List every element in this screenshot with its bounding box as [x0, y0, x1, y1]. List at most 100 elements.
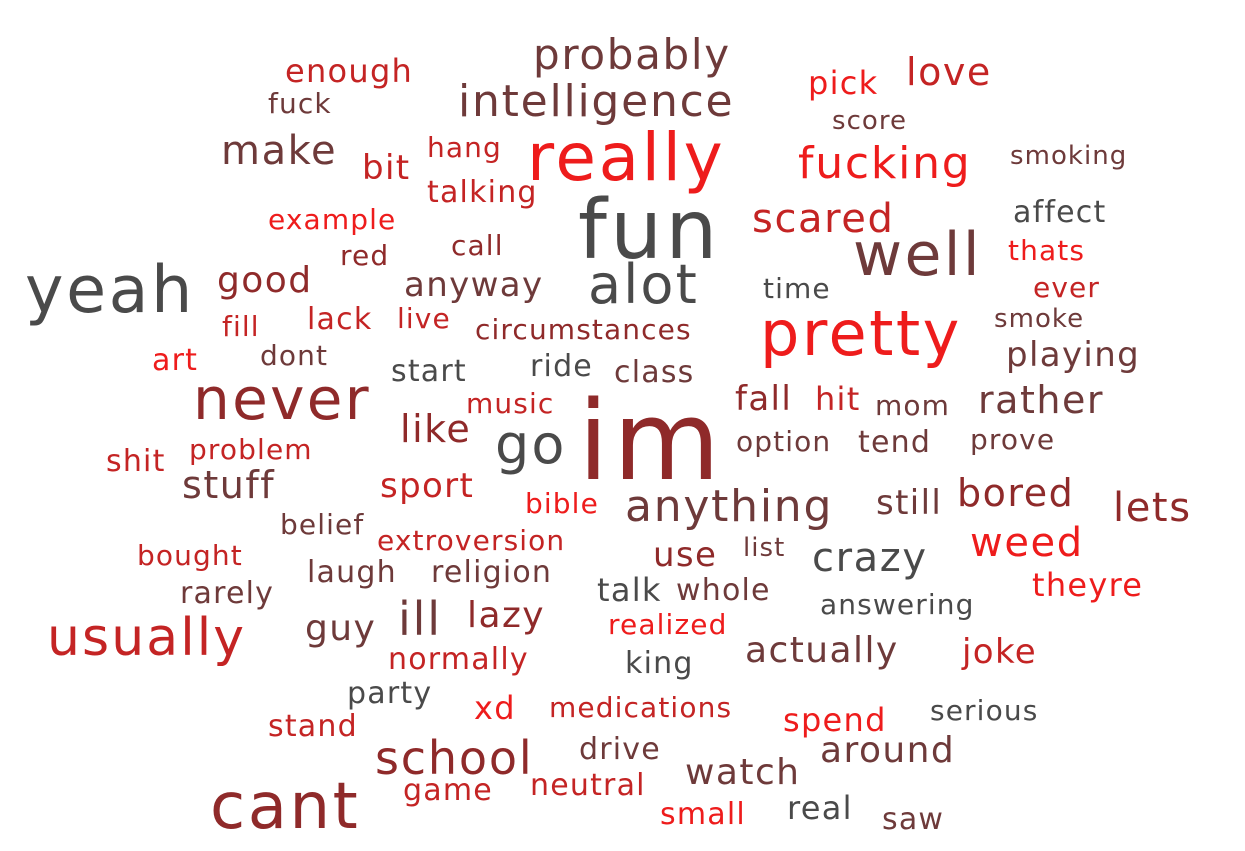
word-school: school: [375, 731, 534, 785]
word-playing: playing: [1006, 335, 1141, 375]
word-circumstances: circumstances: [475, 313, 692, 346]
word-hit: hit: [815, 380, 861, 418]
word-extroversion: extroversion: [377, 524, 566, 557]
word-scared: scared: [752, 196, 895, 242]
word-im: im: [578, 377, 725, 505]
word-religion: religion: [431, 555, 553, 590]
word-around: around: [820, 730, 956, 771]
word-spend: spend: [783, 701, 887, 739]
word-lets: lets: [1113, 485, 1192, 531]
word-prove: prove: [970, 423, 1056, 456]
word-whole: whole: [676, 573, 771, 608]
word-fun: fun: [578, 183, 721, 278]
word-lack: lack: [307, 302, 373, 337]
word-pick: pick: [808, 64, 879, 102]
word-score: score: [832, 106, 908, 136]
word-use: use: [653, 535, 718, 575]
word-joke: joke: [962, 632, 1038, 672]
word-enough: enough: [285, 52, 414, 90]
word-go: go: [495, 413, 567, 476]
word-king: king: [625, 646, 694, 681]
word-affect: affect: [1013, 195, 1107, 230]
word-party: party: [347, 676, 433, 711]
word-theyre: theyre: [1032, 566, 1144, 604]
word-belief: belief: [280, 508, 365, 541]
word-ever: ever: [1033, 271, 1101, 304]
word-red: red: [340, 239, 390, 272]
word-rarely: rarely: [180, 576, 275, 611]
word-laugh: laugh: [307, 555, 397, 590]
word-neutral: neutral: [530, 768, 646, 803]
word-call: call: [451, 229, 504, 262]
word-live: live: [397, 302, 451, 335]
word-hang: hang: [427, 131, 502, 164]
word-medications: medications: [549, 691, 733, 724]
word-good: good: [217, 260, 313, 301]
word-cant: cant: [210, 770, 361, 844]
word-lazy: lazy: [467, 595, 546, 636]
word-bored: bored: [957, 471, 1075, 515]
word-make: make: [221, 128, 338, 174]
word-drive: drive: [579, 732, 661, 767]
word-serious: serious: [930, 694, 1039, 727]
word-xd: xd: [474, 689, 516, 727]
word-rather: rather: [978, 378, 1105, 422]
word-list: list: [743, 533, 786, 563]
word-fuck: fuck: [268, 87, 332, 120]
word-fall: fall: [735, 379, 793, 419]
word-bit: bit: [362, 148, 411, 188]
word-bought: bought: [137, 539, 243, 572]
word-sport: sport: [380, 466, 475, 506]
word-talk: talk: [597, 571, 662, 609]
word-mom: mom: [875, 389, 951, 422]
word-alot: alot: [588, 253, 699, 316]
word-saw: saw: [882, 802, 945, 837]
word-actually: actually: [745, 630, 899, 671]
word-real: real: [787, 789, 853, 827]
word-ill: ill: [398, 592, 442, 646]
word-talking: talking: [427, 175, 538, 210]
word-problem: problem: [189, 433, 313, 466]
word-never: never: [193, 365, 371, 433]
word-anything: anything: [625, 481, 834, 532]
word-small: small: [660, 797, 746, 832]
word-smoke: smoke: [994, 304, 1085, 334]
word-still: still: [876, 483, 943, 523]
word-really: really: [527, 119, 726, 196]
word-example: example: [268, 203, 397, 236]
word-probably: probably: [533, 30, 731, 79]
word-dont: dont: [260, 339, 329, 372]
word-art: art: [152, 343, 199, 378]
word-like: like: [400, 407, 472, 451]
word-start: start: [391, 354, 467, 389]
word-stuff: stuff: [182, 463, 276, 507]
word-smoking: smoking: [1010, 141, 1128, 171]
word-love: love: [906, 50, 992, 94]
word-intelligence: intelligence: [458, 76, 735, 127]
word-well: well: [853, 220, 982, 290]
word-tend: tend: [858, 425, 932, 460]
word-thats: thats: [1008, 234, 1086, 267]
word-time: time: [763, 272, 831, 305]
word-fill: fill: [222, 310, 260, 343]
word-guy: guy: [305, 608, 377, 649]
word-usually: usually: [47, 608, 247, 668]
word-fucking: fucking: [798, 138, 972, 189]
word-realized: realized: [608, 608, 728, 641]
word-answering: answering: [820, 588, 975, 621]
word-anyway: anyway: [404, 265, 544, 305]
word-option: option: [736, 425, 832, 458]
word-class: class: [614, 355, 695, 390]
word-game: game: [403, 773, 493, 808]
word-watch: watch: [685, 752, 801, 793]
word-music: music: [466, 387, 555, 420]
word-weed: weed: [970, 520, 1084, 566]
word-crazy: crazy: [812, 535, 928, 581]
word-stand: stand: [268, 709, 358, 744]
word-bible: bible: [525, 487, 599, 520]
word-yeah: yeah: [25, 253, 195, 328]
word-ride: ride: [530, 349, 593, 384]
word-pretty: pretty: [760, 297, 962, 370]
word-normally: normally: [388, 642, 529, 677]
